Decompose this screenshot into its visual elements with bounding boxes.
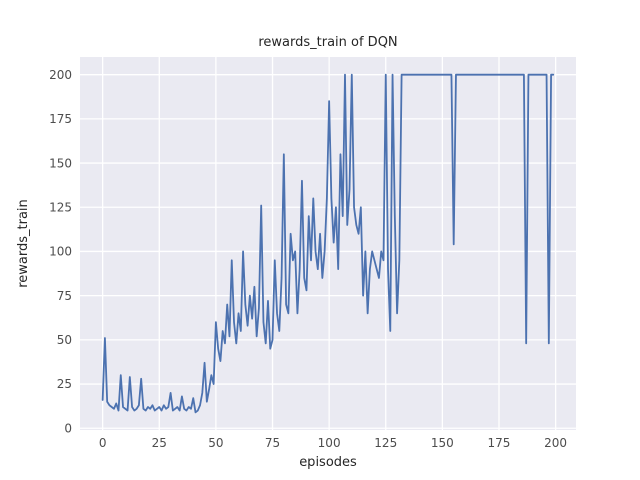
x-tick-label: 100 (318, 436, 341, 450)
y-tick-label: 25 (57, 377, 72, 391)
grid-layer (80, 57, 576, 430)
x-tick-label: 75 (265, 436, 280, 450)
x-axis-label: episodes (299, 455, 357, 470)
x-tick-label: 150 (431, 436, 454, 450)
x-tick-label: 25 (152, 436, 167, 450)
x-tick-label: 0 (99, 436, 107, 450)
x-tick-label: 175 (488, 436, 511, 450)
y-tick-label: 0 (64, 421, 72, 435)
y-tick-label: 200 (49, 68, 72, 82)
chart-title: rewards_train of DQN (258, 35, 397, 50)
tick-layer: 0 25 50 75 100 125 150 175 200 0 25 50 75 100 125 150 17… (49, 68, 567, 450)
y-axis-label: rewards_train (16, 199, 31, 288)
y-tick-label: 175 (49, 112, 72, 126)
line-layer (101, 73, 555, 414)
x-tick-label: 125 (374, 436, 397, 450)
y-tick-label: 150 (49, 156, 72, 170)
y-tick-label: 100 (49, 245, 72, 259)
x-tick-label: 50 (208, 436, 223, 450)
y-tick-label: 50 (57, 333, 72, 347)
x-tick-label: 200 (544, 436, 567, 450)
y-tick-label: 75 (57, 289, 72, 303)
y-tick-label: 125 (49, 200, 72, 214)
data-line (101, 73, 555, 414)
